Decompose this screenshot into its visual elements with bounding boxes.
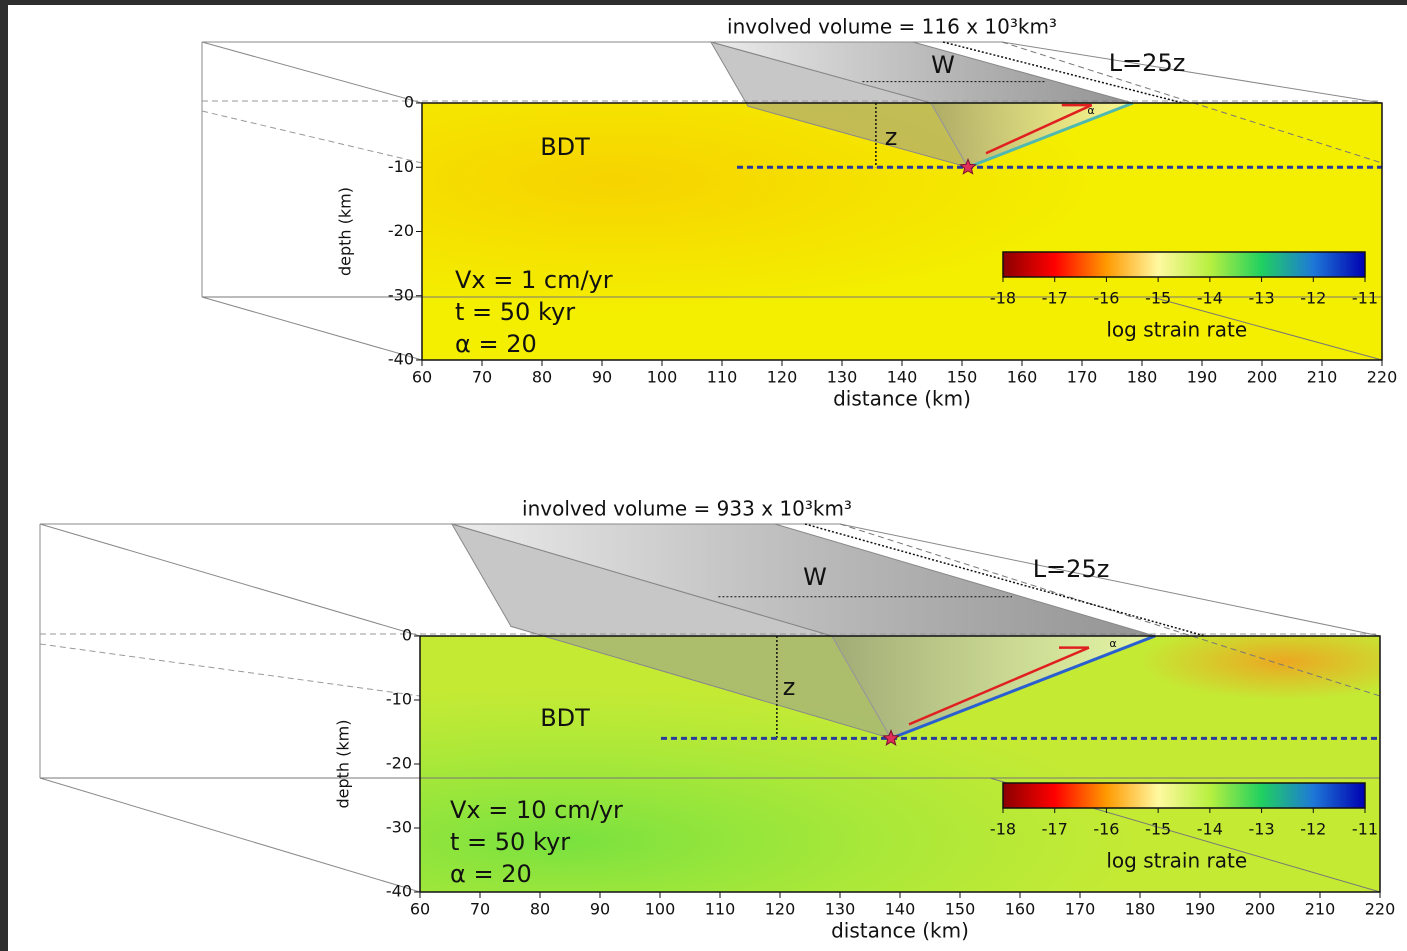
colorbar-tick-label: -15 [1145, 289, 1171, 308]
model-parameter: α = 20 [455, 330, 537, 358]
x-tick-label: 220 [1365, 900, 1396, 919]
x-tick-label: 80 [532, 368, 552, 387]
colorbar-tick-label: -18 [990, 820, 1016, 839]
x-tick-label: 150 [945, 900, 976, 919]
x-tick-label: 120 [767, 368, 798, 387]
x-tick-label: 160 [1005, 900, 1036, 919]
w-label: W [803, 563, 827, 591]
x-tick-label: 70 [472, 368, 492, 387]
x-tick-label: 110 [707, 368, 738, 387]
x-tick-label: 200 [1245, 900, 1276, 919]
colorbar-tick-label: -17 [1042, 289, 1068, 308]
volume-label: involved volume = 933 x 10³km³ [522, 497, 852, 521]
x-tick-label: 150 [947, 368, 978, 387]
y-tick-label: 0 [402, 626, 412, 645]
x-tick-label: 90 [592, 368, 612, 387]
model-parameter: Vx = 1 cm/yr [455, 266, 613, 294]
x-tick-label: 160 [1007, 368, 1038, 387]
x-tick-label: 140 [887, 368, 918, 387]
colorbar-tick-label: -16 [1093, 289, 1119, 308]
y-tick-label: -30 [386, 818, 412, 837]
y-tick-label: 0 [404, 93, 414, 112]
colorbar-tick-label: -11 [1352, 820, 1378, 839]
colorbar-tick-label: -16 [1093, 820, 1119, 839]
x-axis-label: distance (km) [831, 919, 969, 943]
y-tick-label: -10 [386, 690, 412, 709]
y-axis-label: depth (km) [334, 720, 353, 809]
x-tick-label: 180 [1127, 368, 1158, 387]
bdt-label: BDT [540, 133, 590, 161]
x-tick-label: 200 [1247, 368, 1278, 387]
model-parameter: α = 20 [450, 860, 532, 888]
z-label: z [885, 123, 898, 151]
model-parameter: t = 50 kyr [455, 298, 575, 326]
x-tick-label: 60 [412, 368, 432, 387]
colorbar [1003, 252, 1365, 277]
alpha-label: α [1109, 637, 1116, 650]
y-axis-label: depth (km) [336, 187, 355, 276]
colorbar-tick-label: -17 [1042, 820, 1068, 839]
colorbar-tick-label: -14 [1197, 820, 1223, 839]
x-axis-label: distance (km) [833, 387, 971, 411]
x-tick-label: 80 [530, 900, 550, 919]
colorbar-tick-label: -12 [1300, 289, 1326, 308]
colorbar-tick-label: -15 [1145, 820, 1171, 839]
x-tick-label: 210 [1307, 368, 1338, 387]
x-tick-label: 100 [647, 368, 678, 387]
model-parameter: Vx = 10 cm/yr [450, 796, 623, 824]
colorbar-label: log strain rate [1106, 318, 1247, 342]
x-tick-label: 170 [1065, 900, 1096, 919]
x-tick-label: 90 [590, 900, 610, 919]
w-label: W [931, 51, 955, 79]
page: {"chart_data": [ {"type": "field", "xlab… [0, 0, 1407, 951]
y-tick-label: -20 [388, 221, 414, 240]
x-tick-label: 210 [1305, 900, 1336, 919]
colorbar-label: log strain rate [1106, 849, 1247, 873]
x-tick-label: 130 [825, 900, 856, 919]
colorbar-tick-label: -12 [1300, 820, 1326, 839]
x-tick-label: 100 [645, 900, 676, 919]
y-tick-label: -40 [386, 882, 412, 901]
model-parameter: t = 50 kyr [450, 828, 570, 856]
x-tick-label: 110 [705, 900, 736, 919]
colorbar-tick-label: -11 [1352, 289, 1378, 308]
l-label: L=25z [1033, 555, 1110, 583]
figure: 60 70 80 90 100 110 120 130 140 150 160 170 180 190 20… [8, 5, 1407, 951]
l-label: L=25z [1109, 49, 1186, 77]
colorbar-tick-label: -13 [1249, 820, 1275, 839]
y-tick-label: -20 [386, 754, 412, 773]
volume-label: involved volume = 116 x 10³km³ [727, 15, 1057, 39]
x-tick-label: 190 [1187, 368, 1218, 387]
y-tick-label: -10 [388, 157, 414, 176]
y-tick-label: -40 [388, 350, 414, 369]
x-tick-label: 180 [1125, 900, 1156, 919]
x-tick-label: 190 [1185, 900, 1216, 919]
x-tick-label: 130 [827, 368, 858, 387]
x-tick-label: 60 [410, 900, 430, 919]
x-tick-label: 120 [765, 900, 796, 919]
colorbar-tick-label: -18 [990, 289, 1016, 308]
colorbar-tick-label: -14 [1197, 289, 1223, 308]
colorbar [1003, 783, 1365, 808]
bdt-label: BDT [540, 704, 590, 732]
z-label: z [783, 673, 796, 701]
colorbar-tick-label: -13 [1249, 289, 1275, 308]
x-tick-label: 140 [885, 900, 916, 919]
x-tick-label: 70 [470, 900, 490, 919]
y-tick-label: -30 [388, 285, 414, 304]
x-tick-label: 220 [1367, 368, 1398, 387]
alpha-label: α [1087, 104, 1094, 117]
x-tick-label: 170 [1067, 368, 1098, 387]
